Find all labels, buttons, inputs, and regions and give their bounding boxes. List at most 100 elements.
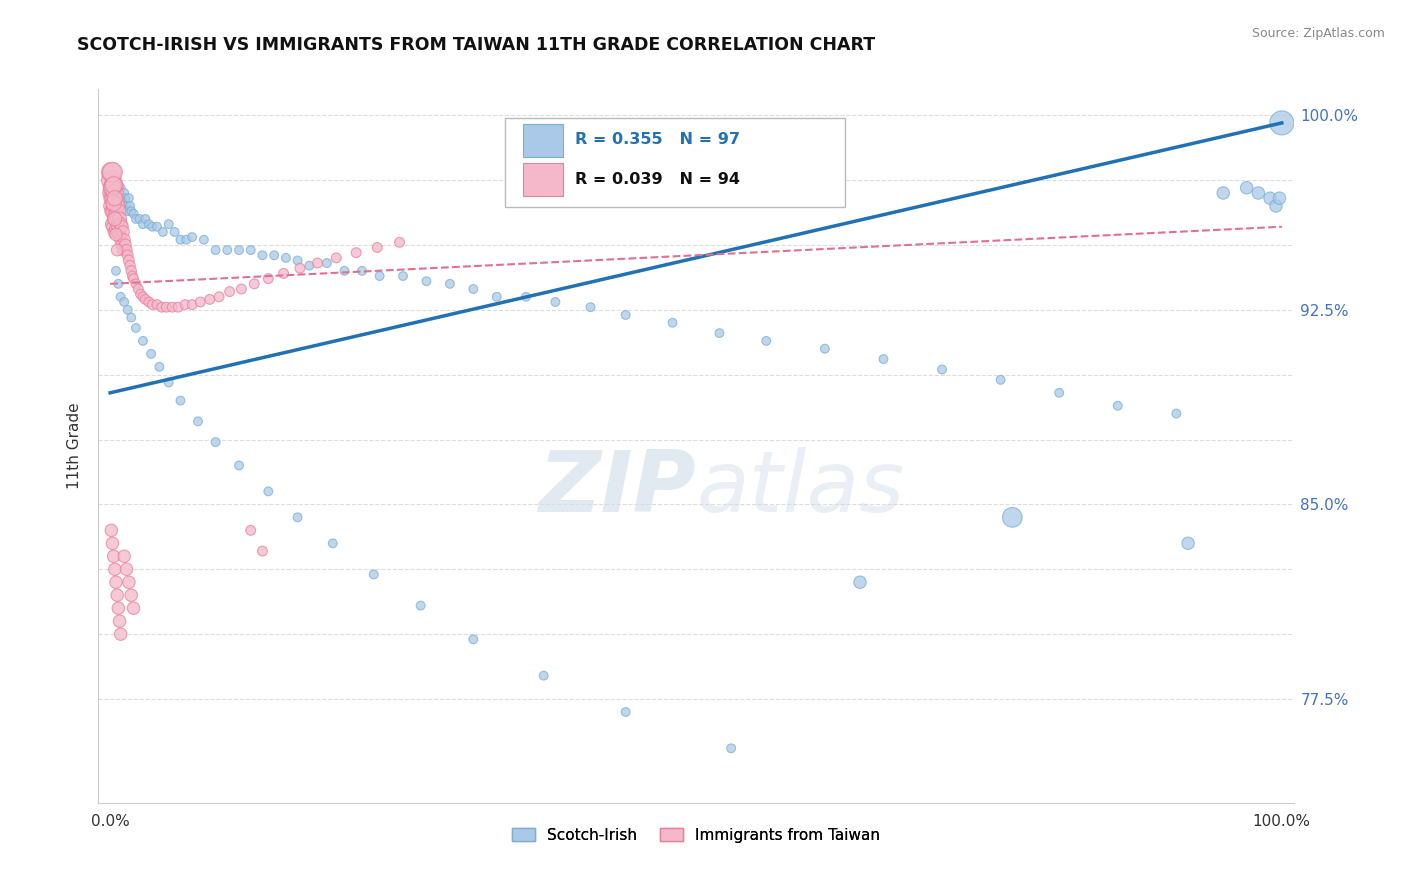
Point bbox=[322, 536, 344, 550]
Point bbox=[122, 271, 145, 285]
Point bbox=[352, 264, 374, 278]
Point bbox=[112, 186, 135, 200]
Point bbox=[105, 199, 128, 213]
Point bbox=[107, 186, 129, 200]
Point bbox=[814, 342, 837, 356]
Point bbox=[307, 256, 329, 270]
Point bbox=[101, 181, 124, 195]
Point bbox=[188, 295, 212, 310]
Point bbox=[104, 562, 127, 576]
Point bbox=[129, 287, 152, 301]
Point bbox=[125, 277, 148, 291]
Point bbox=[117, 204, 139, 219]
Point bbox=[169, 393, 191, 408]
FancyBboxPatch shape bbox=[505, 118, 845, 207]
Point bbox=[138, 217, 160, 231]
Point bbox=[614, 308, 637, 322]
Point bbox=[101, 217, 124, 231]
Point bbox=[112, 196, 135, 211]
Point bbox=[181, 230, 204, 244]
Point bbox=[125, 321, 148, 335]
Text: R = 0.355   N = 97: R = 0.355 N = 97 bbox=[575, 132, 741, 147]
Point bbox=[108, 191, 131, 205]
Point bbox=[110, 627, 132, 641]
Point bbox=[228, 458, 250, 473]
Point bbox=[117, 302, 139, 317]
Point bbox=[169, 233, 191, 247]
Point bbox=[325, 251, 347, 265]
Point bbox=[134, 211, 156, 226]
Point bbox=[439, 277, 461, 291]
Point bbox=[1166, 407, 1188, 421]
Point bbox=[104, 186, 127, 200]
Point bbox=[366, 240, 388, 254]
Point bbox=[103, 204, 125, 219]
Point bbox=[1271, 116, 1294, 130]
Point bbox=[368, 268, 391, 283]
Point bbox=[1268, 191, 1291, 205]
Point bbox=[257, 484, 280, 499]
Point bbox=[187, 414, 209, 428]
Point bbox=[120, 199, 141, 213]
Point bbox=[101, 181, 124, 195]
Point bbox=[103, 173, 125, 187]
Point bbox=[344, 245, 367, 260]
Point bbox=[152, 225, 174, 239]
Point bbox=[110, 233, 132, 247]
Point bbox=[157, 217, 180, 231]
Point bbox=[108, 211, 131, 226]
Point bbox=[163, 225, 186, 239]
Point bbox=[104, 191, 127, 205]
Point bbox=[103, 178, 125, 193]
Point bbox=[533, 668, 555, 682]
Point bbox=[243, 277, 266, 291]
Point bbox=[104, 211, 127, 226]
Text: Source: ZipAtlas.com: Source: ZipAtlas.com bbox=[1251, 27, 1385, 40]
Point bbox=[252, 544, 274, 558]
Point bbox=[108, 227, 131, 242]
Point bbox=[485, 290, 508, 304]
Point bbox=[105, 243, 128, 257]
Text: atlas: atlas bbox=[696, 447, 904, 531]
Point bbox=[105, 199, 128, 213]
Point bbox=[298, 259, 321, 273]
Point bbox=[872, 352, 894, 367]
Point bbox=[118, 191, 141, 205]
Point bbox=[112, 233, 135, 247]
Point bbox=[333, 264, 356, 278]
Point bbox=[263, 248, 285, 262]
Point bbox=[287, 510, 309, 524]
Point bbox=[931, 362, 953, 376]
Point bbox=[316, 256, 339, 270]
Point bbox=[515, 290, 537, 304]
Point bbox=[120, 204, 142, 219]
Point bbox=[544, 295, 567, 310]
Point bbox=[231, 282, 253, 296]
Point bbox=[239, 524, 262, 538]
Point bbox=[105, 264, 128, 278]
Point bbox=[218, 285, 240, 299]
Point bbox=[132, 217, 155, 231]
Point bbox=[174, 297, 197, 311]
Point bbox=[108, 614, 131, 628]
Point bbox=[181, 297, 204, 311]
Point bbox=[614, 705, 637, 719]
Point bbox=[114, 238, 136, 252]
Point bbox=[122, 601, 145, 615]
Point bbox=[100, 524, 122, 538]
Text: R = 0.039   N = 94: R = 0.039 N = 94 bbox=[575, 171, 741, 186]
Point bbox=[1247, 186, 1270, 200]
Point bbox=[579, 300, 602, 314]
Point bbox=[252, 248, 274, 262]
Point bbox=[107, 219, 129, 234]
Text: ZIP: ZIP bbox=[538, 447, 696, 531]
Point bbox=[204, 435, 226, 450]
Point bbox=[141, 297, 163, 311]
Point bbox=[100, 173, 122, 187]
Point bbox=[114, 191, 136, 205]
Point bbox=[198, 293, 221, 307]
Point bbox=[138, 295, 160, 310]
Point bbox=[392, 268, 415, 283]
Point bbox=[101, 191, 124, 205]
Point bbox=[105, 575, 128, 590]
